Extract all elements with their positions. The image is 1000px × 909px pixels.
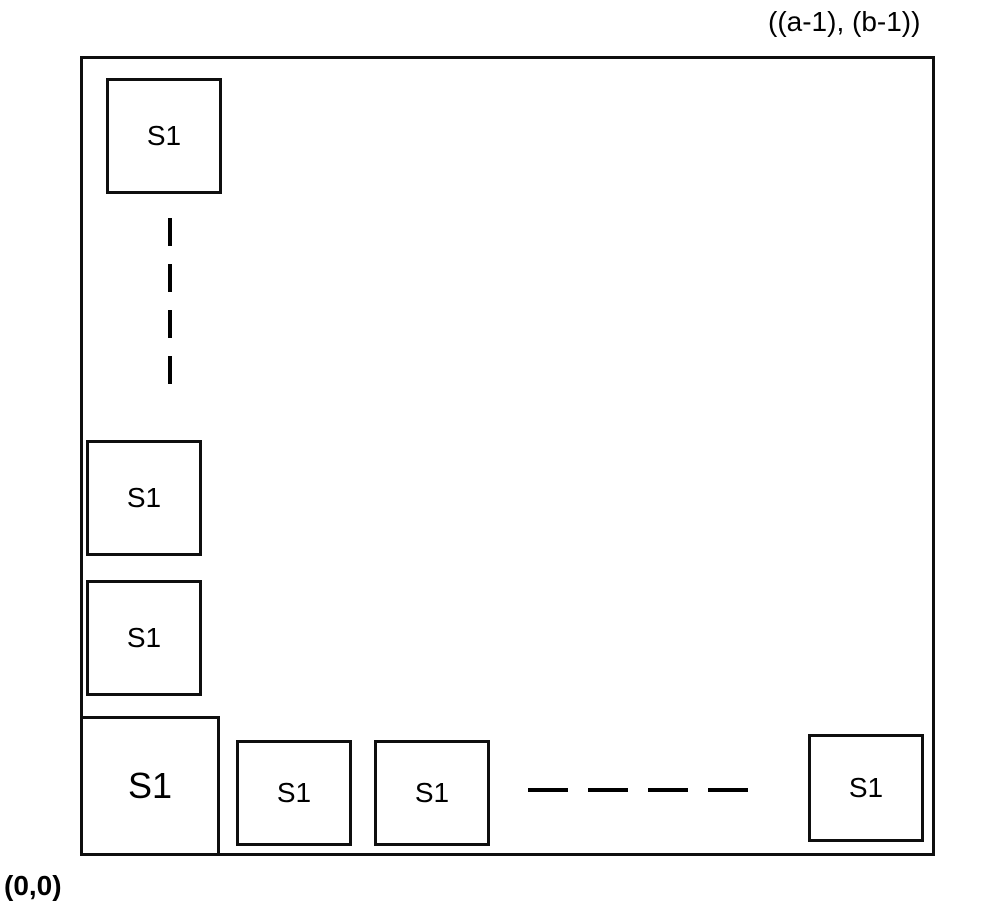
coord-label-max: ((a-1), (b-1)) [768,6,920,38]
grid-cell-label: S1 [127,622,161,654]
grid-cell: S1 [106,78,222,194]
grid-cell: S1 [86,440,202,556]
grid-cell: S1 [374,740,490,846]
grid-cell-label: S1 [849,772,883,804]
dash-segment [168,310,172,338]
dash-segment [168,356,172,384]
dash-segment [168,218,172,246]
diagram-stage: S1 S1 S1 S1 S1 S1 S1 ((a-1), (b-1)) (0,0) [0,0,1000,909]
dash-segment [168,264,172,292]
grid-cell: S1 [80,716,220,856]
grid-cell: S1 [808,734,924,842]
dash-segment [588,788,628,792]
grid-cell: S1 [86,580,202,696]
grid-cell-label: S1 [128,765,172,807]
grid-cell-label: S1 [415,777,449,809]
dash-segment [708,788,748,792]
dash-segment [648,788,688,792]
grid-cell: S1 [236,740,352,846]
grid-cell-label: S1 [147,120,181,152]
grid-cell-label: S1 [127,482,161,514]
grid-cell-label: S1 [277,777,311,809]
dash-segment [528,788,568,792]
coord-label-origin: (0,0) [4,870,62,902]
